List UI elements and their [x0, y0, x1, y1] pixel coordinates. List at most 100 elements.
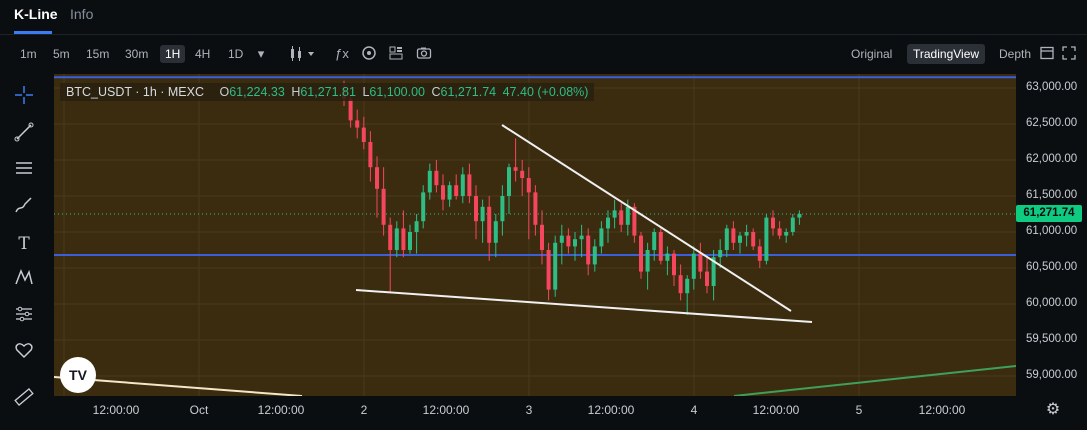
- time-tick-label: Oct: [189, 403, 209, 417]
- tab-info[interactable]: Info: [70, 6, 94, 22]
- candle-body: [427, 170, 432, 193]
- candle-body: [408, 232, 412, 250]
- candle-body: [764, 217, 769, 261]
- text-icon[interactable]: T: [18, 234, 30, 254]
- symbol-label: BTC_USDT · 1h · MEXC: [66, 85, 204, 99]
- candle-body: [731, 228, 736, 243]
- candle-body: [718, 250, 723, 258]
- candle-body: [573, 239, 577, 247]
- time-axis[interactable]: 12:00:00 Oct 12:00:00 2 12:00:00 3 12:00:00 4 12…: [54, 396, 1016, 430]
- indicator-settings-icon[interactable]: [360, 45, 378, 63]
- price-tick-label: 61,500.00: [1026, 189, 1078, 201]
- ruler-icon[interactable]: [11, 387, 37, 413]
- candle-body: [678, 275, 683, 294]
- candle-body: [388, 224, 393, 250]
- candle-body: [559, 235, 564, 243]
- view-original[interactable]: Original: [851, 47, 893, 61]
- candle-body: [698, 253, 703, 272]
- layout-icon[interactable]: [387, 45, 405, 63]
- timeframe-1h[interactable]: 1H: [160, 45, 186, 63]
- timeframe-4h[interactable]: 4H: [195, 47, 211, 61]
- candle-body: [612, 210, 617, 218]
- candle-body: [513, 167, 518, 171]
- time-tick-label: 12:00:00: [92, 403, 140, 417]
- candle-body: [540, 224, 544, 250]
- timeframe-30m[interactable]: 30m: [125, 47, 149, 61]
- candle-body: [454, 185, 459, 196]
- horizontal-lines-icon[interactable]: [11, 158, 37, 184]
- change-value: 47.40 (+0.08%): [502, 85, 589, 99]
- candlestick-type-icon[interactable]: [288, 45, 318, 63]
- candle-body: [797, 214, 802, 218]
- time-tick-label: 12:00:00: [422, 403, 470, 417]
- candle-body: [474, 196, 478, 222]
- price-tick-label: 60,500.00: [1026, 261, 1078, 273]
- high-value: 61,271.81: [300, 85, 356, 99]
- time-tick-label: 3: [525, 403, 533, 417]
- close-value: 61,271.74: [440, 85, 497, 99]
- candle-body: [480, 206, 485, 222]
- chevron-down-icon[interactable]: ▾: [257, 46, 265, 61]
- fullscreen-icon[interactable]: [1060, 45, 1078, 63]
- function-icon[interactable]: ƒx: [335, 46, 349, 61]
- candle-body: [520, 170, 525, 178]
- candle-body: [579, 235, 584, 240]
- candle-body: [592, 246, 597, 265]
- price-tick-label: 59,000.00: [1026, 369, 1078, 381]
- candle-body: [434, 170, 439, 186]
- timeframe-1d[interactable]: 1D: [228, 47, 244, 61]
- time-tick-label: 12:00:00: [257, 403, 305, 417]
- timeframe-1m[interactable]: 1m: [20, 47, 37, 61]
- candle-body: [487, 206, 492, 243]
- candle-body: [507, 167, 511, 196]
- candle-body: [394, 228, 399, 250]
- candle-body: [711, 257, 716, 286]
- trend-line-icon[interactable]: [11, 122, 37, 148]
- chart-toolbar: 1m 5m 15m 30m 1H 4H 1D ▾ ƒx Original Tra…: [0, 40, 1087, 70]
- candle-body: [381, 188, 386, 225]
- candle-body: [500, 196, 505, 222]
- brush-icon[interactable]: [11, 195, 37, 221]
- candle-body: [526, 178, 531, 193]
- timeframe-5m[interactable]: 5m: [53, 47, 70, 61]
- tab-kline[interactable]: K-Line: [14, 6, 58, 22]
- favorite-heart-icon[interactable]: [11, 340, 37, 366]
- candle-body: [691, 253, 696, 279]
- price-axis[interactable]: 63,000.00 62,500.00 62,000.00 61,500.00 61,0…: [1016, 74, 1087, 396]
- candle-body: [672, 253, 676, 276]
- candle-body: [401, 228, 406, 250]
- time-tick-label: 12:00:00: [918, 403, 966, 417]
- candle-body: [724, 228, 729, 250]
- candle-body: [665, 253, 670, 261]
- candle-body: [625, 206, 630, 225]
- tradingview-logo[interactable]: TV: [60, 357, 96, 393]
- pattern-icon[interactable]: [11, 267, 37, 293]
- timeframe-15m[interactable]: 15m: [86, 47, 110, 61]
- view-tradingview[interactable]: TradingView: [907, 44, 986, 64]
- candle-body: [658, 232, 663, 261]
- chart-area[interactable]: [54, 74, 1016, 396]
- candle-body: [738, 235, 742, 243]
- candle-body: [586, 235, 591, 265]
- lower-trend-line: [54, 376, 303, 396]
- view-depth[interactable]: Depth: [999, 47, 1032, 61]
- support-trend-line: [355, 289, 813, 323]
- measure-icon[interactable]: [11, 304, 37, 330]
- top-tabs: K-Line Info: [0, 0, 1087, 35]
- open-value: 61,224.33: [229, 85, 285, 99]
- crosshair-icon[interactable]: [11, 85, 37, 111]
- low-value: 61,100.00: [369, 85, 425, 99]
- gear-icon[interactable]: ⚙: [1045, 401, 1061, 418]
- candle-body: [645, 250, 650, 272]
- candlestick-chart[interactable]: [54, 74, 1016, 396]
- candle-body: [460, 174, 465, 196]
- ohlc-legend: BTC_USDT · 1h · MEXC O61,224.33 H61,271.…: [60, 83, 595, 101]
- price-tick-label: 62,500.00: [1026, 117, 1078, 129]
- candle-body: [777, 228, 782, 236]
- candle-body: [685, 278, 690, 294]
- price-tick-label: 61,000.00: [1026, 225, 1078, 237]
- window-icon[interactable]: [1038, 45, 1056, 63]
- descending-trend-line: [501, 124, 792, 312]
- camera-icon[interactable]: [415, 45, 433, 63]
- candle-body: [414, 221, 419, 232]
